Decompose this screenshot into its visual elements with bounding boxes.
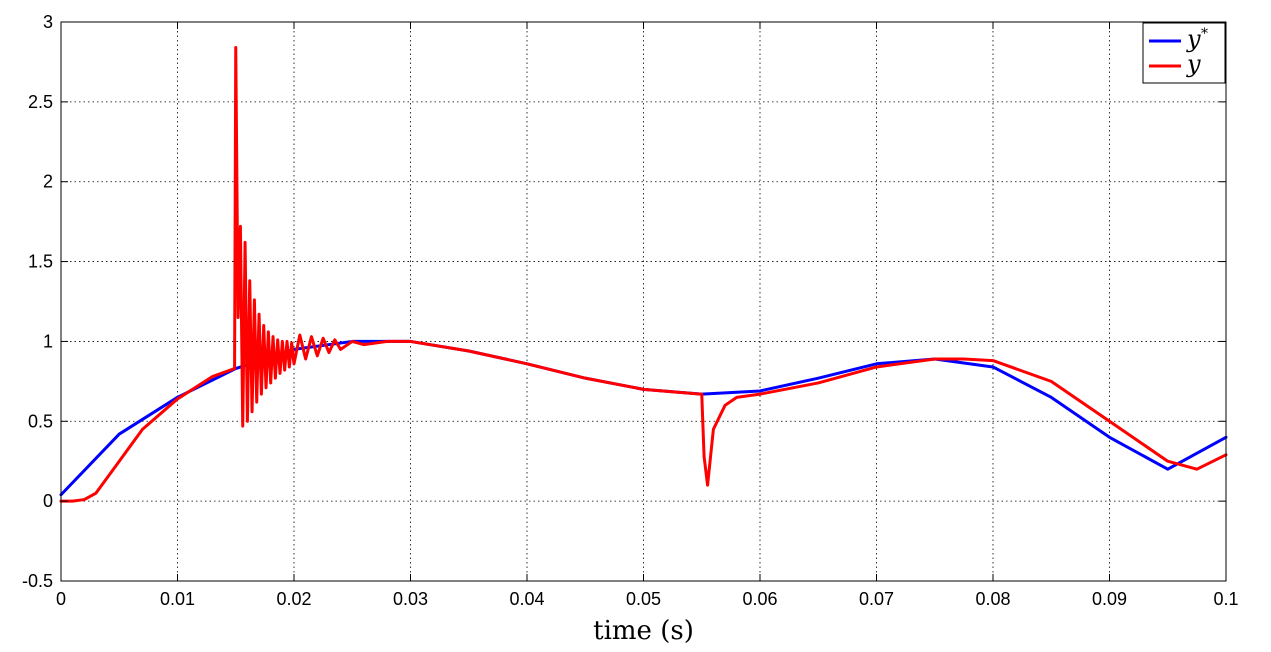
plot-area [59, 21, 1228, 582]
x-tick-label: 0.02 [276, 589, 311, 609]
x-tick-label: 0.08 [975, 589, 1010, 609]
x-axis-title: time (s) [593, 616, 694, 646]
legend-box [1142, 22, 1226, 84]
x-tick-label: 0.03 [393, 589, 428, 609]
x-tick-label: 0.1 [1213, 589, 1238, 609]
x-tick-label: 0.05 [626, 589, 661, 609]
y-tick-label: -0.5 [22, 571, 53, 591]
x-tick-labels: 0 0.01 0.02 0.03 0.04 0.05 0.06 0.07 0.08 0.09 0.1 [56, 589, 1239, 609]
legend-label-superscript: * [1201, 26, 1208, 42]
y-tick-label: 3 [43, 12, 53, 32]
ticks [60, 21, 1227, 582]
x-tick-label: 0 [56, 589, 66, 609]
y-tick-label: 2 [43, 172, 53, 192]
y-tick-label: 1.5 [28, 252, 53, 272]
series-group [59, 46, 1228, 503]
x-tick-label: 0.09 [1092, 589, 1127, 609]
y-tick-label: 0.5 [28, 411, 53, 431]
legend: y *y [1142, 22, 1226, 84]
y-tick-label: 1 [43, 331, 53, 351]
legend-label: y [1186, 50, 1201, 78]
series-line-y [59, 46, 1228, 503]
x-tick-label: 0.04 [509, 589, 544, 609]
x-tick-label: 0.01 [160, 589, 195, 609]
x-tick-label: 0.07 [859, 589, 894, 609]
legend-label: y [1186, 25, 1201, 53]
y-tick-label: 2.5 [28, 92, 53, 112]
y-tick-labels: -0.5 0 0.5 1 1.5 2 2.5 3 [22, 12, 53, 591]
y-tick-label: 0 [43, 491, 53, 511]
x-tick-label: 0.06 [742, 589, 777, 609]
